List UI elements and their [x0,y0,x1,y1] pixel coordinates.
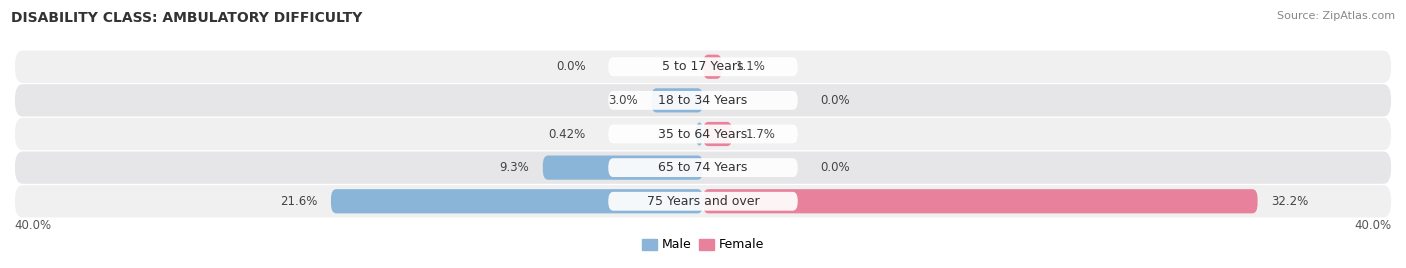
Text: 9.3%: 9.3% [499,161,529,174]
Text: 65 to 74 Years: 65 to 74 Years [658,161,748,174]
FancyBboxPatch shape [609,91,797,110]
Text: 0.0%: 0.0% [557,60,586,73]
Text: 5 to 17 Years: 5 to 17 Years [662,60,744,73]
Text: 0.0%: 0.0% [820,94,849,107]
Text: 3.0%: 3.0% [607,94,637,107]
FancyBboxPatch shape [609,57,797,76]
Legend: Male, Female: Male, Female [637,233,769,256]
Text: 21.6%: 21.6% [280,195,318,208]
Text: 18 to 34 Years: 18 to 34 Years [658,94,748,107]
FancyBboxPatch shape [651,88,703,113]
FancyBboxPatch shape [696,122,703,146]
Text: 35 to 64 Years: 35 to 64 Years [658,128,748,140]
Text: 1.1%: 1.1% [735,60,766,73]
Text: Source: ZipAtlas.com: Source: ZipAtlas.com [1277,11,1395,21]
Text: 40.0%: 40.0% [1355,219,1392,232]
Text: 1.7%: 1.7% [747,128,776,140]
Text: 0.42%: 0.42% [548,128,586,140]
FancyBboxPatch shape [15,151,1391,184]
FancyBboxPatch shape [15,51,1391,83]
Text: 75 Years and over: 75 Years and over [647,195,759,208]
Text: DISABILITY CLASS: AMBULATORY DIFFICULTY: DISABILITY CLASS: AMBULATORY DIFFICULTY [11,11,363,25]
FancyBboxPatch shape [609,192,797,211]
FancyBboxPatch shape [703,122,733,146]
FancyBboxPatch shape [15,84,1391,117]
FancyBboxPatch shape [543,155,703,180]
Text: 0.0%: 0.0% [820,161,849,174]
FancyBboxPatch shape [609,158,797,177]
FancyBboxPatch shape [15,118,1391,150]
FancyBboxPatch shape [609,125,797,143]
Text: 40.0%: 40.0% [14,219,51,232]
FancyBboxPatch shape [330,189,703,213]
FancyBboxPatch shape [15,185,1391,217]
FancyBboxPatch shape [703,55,721,79]
Text: 32.2%: 32.2% [1271,195,1309,208]
FancyBboxPatch shape [703,189,1257,213]
